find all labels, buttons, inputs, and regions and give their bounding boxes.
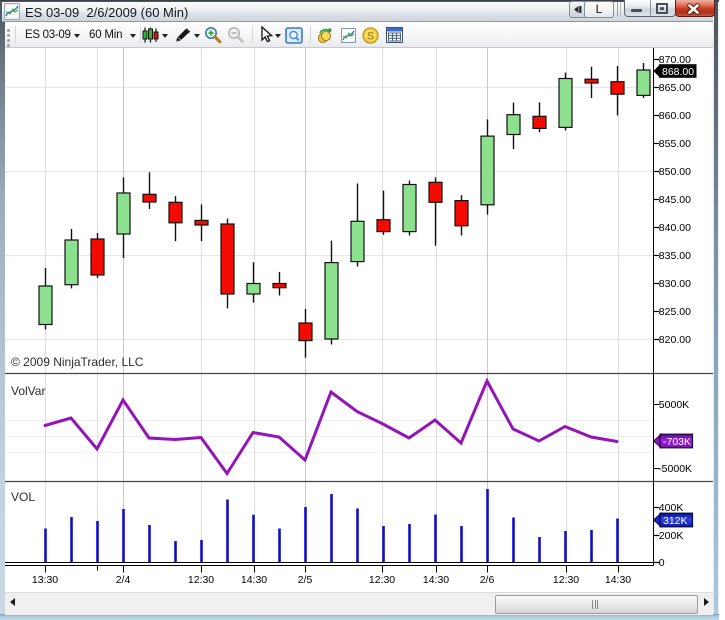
svg-text:S: S xyxy=(367,31,374,43)
svg-text:12:30: 12:30 xyxy=(553,574,579,586)
svg-text:868.00: 868.00 xyxy=(662,66,694,78)
svg-text:855.00: 855.00 xyxy=(659,138,691,150)
svg-text:870.00: 870.00 xyxy=(659,54,691,66)
svg-text:865.00: 865.00 xyxy=(659,82,691,94)
svg-text:2/6: 2/6 xyxy=(480,574,495,586)
svg-text:400K: 400K xyxy=(659,502,684,514)
svg-text:830.00: 830.00 xyxy=(659,278,691,290)
svg-text:2/4: 2/4 xyxy=(116,574,131,586)
svg-text:845.00: 845.00 xyxy=(659,194,691,206)
svg-text:12:30: 12:30 xyxy=(188,574,214,586)
svg-text:860.00: 860.00 xyxy=(659,110,691,122)
svg-text:312K: 312K xyxy=(663,515,688,527)
svg-text:825.00: 825.00 xyxy=(659,306,691,318)
svg-text:5000K: 5000K xyxy=(659,399,689,411)
svg-text:© 2009 NinjaTrader, LLC: © 2009 NinjaTrader, LLC xyxy=(11,355,144,369)
svg-text:13:30: 13:30 xyxy=(32,574,58,586)
svg-text:12:30: 12:30 xyxy=(369,574,395,586)
svg-text:-5000K: -5000K xyxy=(658,463,692,475)
svg-text:850.00: 850.00 xyxy=(659,166,691,178)
svg-text:840.00: 840.00 xyxy=(659,222,691,234)
svg-text:820.00: 820.00 xyxy=(659,334,691,346)
svg-text:14:30: 14:30 xyxy=(423,574,449,586)
svg-text:200K: 200K xyxy=(659,530,684,542)
svg-text:0: 0 xyxy=(659,557,665,569)
svg-text:-703K: -703K xyxy=(663,436,691,448)
svg-text:VOL: VOL xyxy=(11,490,35,504)
svg-text:835.00: 835.00 xyxy=(659,250,691,262)
svg-text:VolVar: VolVar xyxy=(11,384,45,398)
svg-text:14:30: 14:30 xyxy=(241,574,267,586)
svg-text:14:30: 14:30 xyxy=(605,574,631,586)
svg-text:2/5: 2/5 xyxy=(298,574,313,586)
